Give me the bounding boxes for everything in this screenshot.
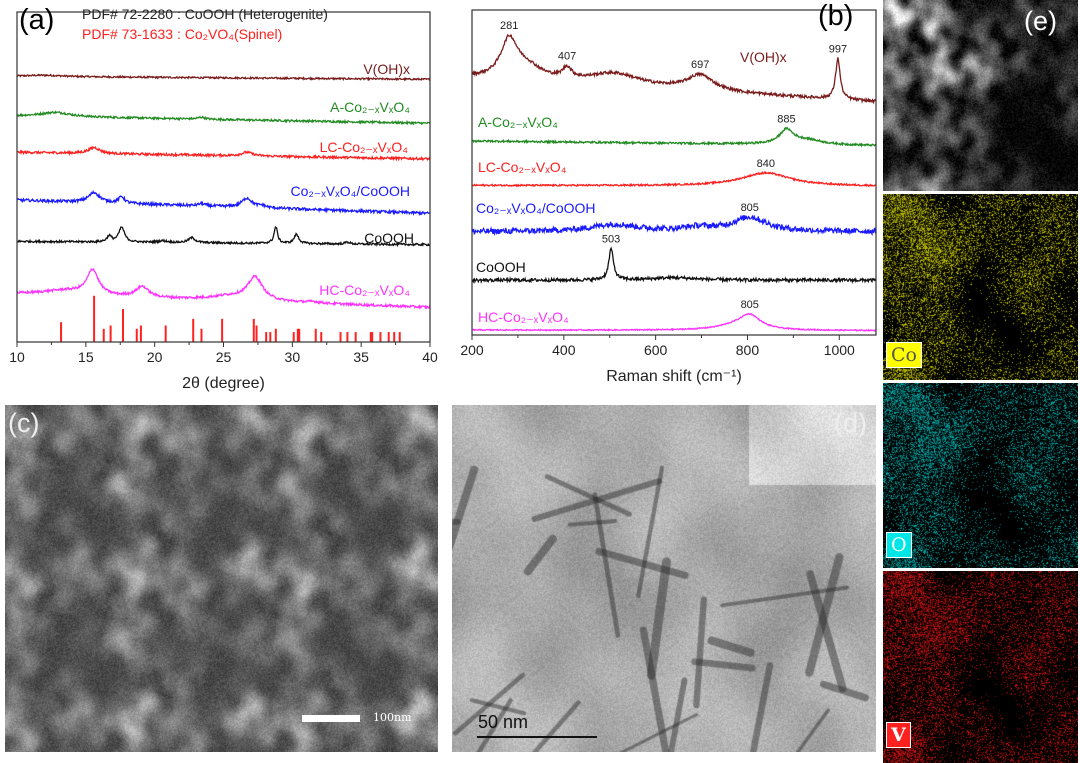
scale-bar-label-c: 100nm xyxy=(373,711,412,724)
peak-label: 281 xyxy=(500,20,518,32)
x-tick-label: 15 xyxy=(78,349,94,365)
series-label: CoOOH xyxy=(476,259,526,275)
series-line-5 xyxy=(16,267,431,311)
peak-label: 697 xyxy=(691,59,709,71)
x-tick-label: 20 xyxy=(147,349,163,365)
panel-label-a: (a) xyxy=(19,4,55,36)
series-label: V(OH)x xyxy=(363,61,410,77)
panel-label-e: (e) xyxy=(1024,6,1057,36)
series-label: LC-Co₂₋ₓVₓO₄ xyxy=(320,139,409,155)
peak-label: 840 xyxy=(757,158,775,170)
series-label: CoOOH xyxy=(364,230,414,246)
eds-label-v: V xyxy=(886,722,911,748)
haadf-image xyxy=(883,0,1078,191)
legend-ref-cooh: PDF# 72-2280 : CoOOH (Heterogenite) xyxy=(82,6,328,22)
tem-image xyxy=(452,405,876,752)
series-label: V(OH)x xyxy=(740,49,787,65)
series-label: Co₂₋ₓVₓO₄/CoOOH xyxy=(476,200,596,216)
x-tick-label: 30 xyxy=(285,349,301,365)
peak-label: 407 xyxy=(558,50,576,62)
peak-label: 805 xyxy=(741,202,759,214)
x-tick-label: 40 xyxy=(422,349,438,365)
raman-chart: V(OH)x 281 407 697 997 A-Co₂₋ₓVₓO₄ 885 LC-Co₂₋ₓ… xyxy=(460,9,877,385)
scale-bar-c xyxy=(302,715,360,722)
series-line-0 xyxy=(16,73,430,82)
series-label: HC-Co₂₋ₓVₓO₄ xyxy=(478,309,569,325)
series-line-4 xyxy=(471,246,877,285)
series-line-2 xyxy=(471,170,877,188)
eds-label-co: Co xyxy=(886,342,922,368)
x-tick-label: 200 xyxy=(460,342,484,358)
eds-map-o xyxy=(883,383,1078,568)
series-line-5 xyxy=(471,312,877,332)
panel-label-c: (c) xyxy=(8,408,40,438)
series-line-3 xyxy=(16,189,431,217)
series-label: A-Co₂₋ₓVₓO₄ xyxy=(478,114,558,130)
series-label: A-Co₂₋ₓVₓO₄ xyxy=(330,99,410,115)
peak-label: 503 xyxy=(602,234,620,246)
x-tick-label: 800 xyxy=(736,342,760,358)
x-tick-label: 25 xyxy=(216,349,232,365)
panel-label-d: (d) xyxy=(834,408,867,438)
series-label: Co₂₋ₓVₓO₄/CoOOH xyxy=(290,183,410,199)
x-axis-title: Raman shift (cm⁻¹) xyxy=(606,368,742,385)
x-tick-label: 600 xyxy=(644,342,668,358)
x-axis-title: 2θ (degree) xyxy=(182,375,265,392)
x-tick-label: 35 xyxy=(353,349,369,365)
series-line-2 xyxy=(16,145,431,162)
panel-label-b: (b) xyxy=(818,0,854,32)
series-line-4 xyxy=(16,226,431,248)
scale-bar-label-d: 50 nm xyxy=(478,712,529,732)
x-tick-label: 10 xyxy=(9,349,25,365)
x-tick-label: 400 xyxy=(552,342,576,358)
peak-label: 885 xyxy=(777,113,795,125)
x-tick-label: 1000 xyxy=(824,342,855,358)
series-line-0 xyxy=(471,33,877,105)
series-label: LC-Co₂₋ₓVₓO₄ xyxy=(478,159,567,175)
series-line-1 xyxy=(17,110,431,126)
sem-image xyxy=(5,405,438,752)
eds-map-v xyxy=(883,571,1078,763)
legend-ref-spinel: PDF# 73-1633 : Co₂VO₄(Spinel) xyxy=(82,26,283,42)
series-label: HC-Co₂₋ₓVₓO₄ xyxy=(319,282,410,298)
series-line-3 xyxy=(471,214,877,237)
peak-label: 805 xyxy=(741,299,759,311)
eds-label-o: O xyxy=(886,532,912,558)
plot-frame xyxy=(471,9,877,336)
xrd-chart: V(OH)x A-Co₂₋ₓVₓO₄ LC-Co₂₋ₓVₓO₄ Co₂₋ₓVₓO₄/C… xyxy=(9,11,438,392)
peak-label: 997 xyxy=(829,43,847,55)
series-line-1 xyxy=(471,126,876,148)
scale-bar-d xyxy=(477,736,597,738)
